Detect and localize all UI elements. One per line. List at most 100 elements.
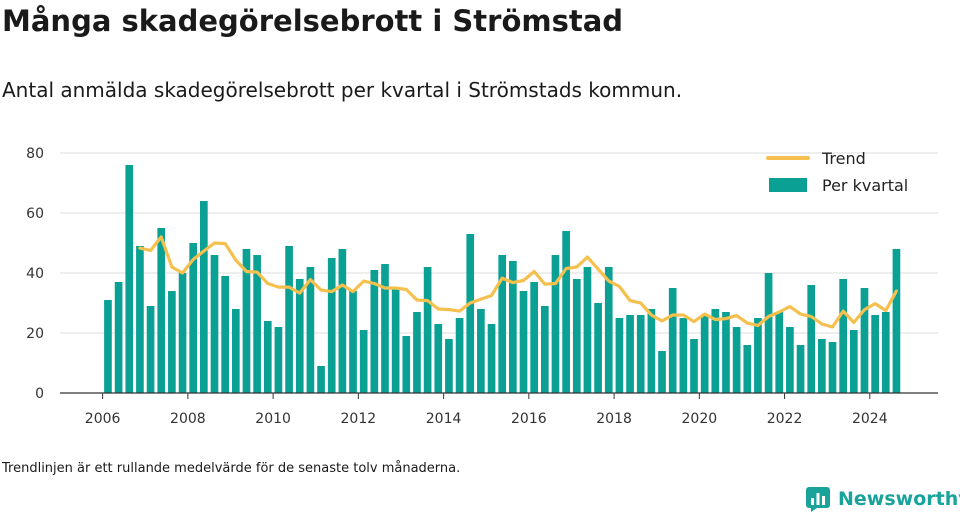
bar	[818, 339, 826, 393]
bar	[807, 285, 816, 393]
bar	[391, 288, 400, 393]
bar	[434, 324, 443, 393]
bar	[381, 264, 389, 393]
bar	[722, 312, 730, 393]
chart-title: Många skadegörelsebrott i Strömstad	[2, 4, 624, 38]
bar	[540, 306, 549, 393]
bar	[413, 312, 421, 393]
bar	[775, 312, 784, 393]
bar	[477, 309, 485, 393]
bar	[711, 309, 720, 393]
bar	[519, 291, 528, 393]
bar	[892, 249, 901, 393]
bar	[498, 255, 507, 393]
bar	[423, 267, 432, 393]
footnote: Trendlinjen är ett rullande medelvärde f…	[2, 461, 461, 476]
axes: 0 20 40 60 80 2006 2008 2010 2012 2014 2016 2018 202…	[26, 146, 938, 427]
bar	[466, 234, 475, 393]
bar	[136, 246, 144, 393]
x-tick-label: 2006	[85, 411, 121, 427]
bar	[178, 273, 187, 393]
bar	[210, 255, 219, 393]
bar	[604, 267, 613, 393]
bar	[263, 321, 272, 393]
bar	[551, 255, 560, 393]
bar	[786, 327, 794, 393]
bar	[274, 327, 283, 393]
bar	[146, 306, 155, 393]
brand-name: Newsworthy	[838, 488, 960, 510]
bar	[200, 201, 208, 393]
bar	[168, 291, 176, 393]
legend-bars-swatch	[769, 178, 807, 192]
bar	[700, 315, 709, 393]
bar	[104, 300, 112, 393]
legend-trend-label: Trend	[821, 149, 866, 168]
bar	[327, 258, 336, 393]
bar	[764, 273, 773, 393]
brand[interactable]: Newsworthy	[805, 486, 960, 512]
x-tick-label: 2014	[426, 411, 462, 427]
bar	[626, 315, 634, 393]
bar	[231, 309, 240, 393]
x-tick-label: 2012	[341, 411, 377, 427]
bar	[679, 318, 688, 393]
bar	[306, 267, 315, 393]
bar-series	[104, 165, 901, 393]
bar	[572, 279, 581, 393]
legend-bars-label: Per kvartal	[822, 176, 908, 195]
x-tick-label: 2020	[682, 411, 718, 427]
bar	[359, 330, 368, 393]
chart: 0 20 40 60 80 2006 2008 2010 2012 2014 2016 2018 202…	[26, 146, 938, 427]
bar	[295, 279, 304, 393]
bar	[849, 330, 858, 393]
bar	[881, 312, 890, 393]
y-tick-label: 40	[26, 266, 44, 282]
bar	[839, 279, 848, 393]
x-tick-label: 2022	[767, 411, 803, 427]
trend-line	[138, 235, 899, 329]
bar	[338, 249, 347, 393]
y-tick-label: 0	[35, 386, 44, 402]
bar	[743, 345, 752, 393]
bar	[828, 342, 837, 393]
bar	[594, 303, 602, 393]
bar	[647, 309, 656, 393]
bar	[690, 339, 698, 393]
bar	[253, 255, 261, 393]
x-tick-label: 2018	[596, 411, 632, 427]
bar	[455, 318, 464, 393]
newsworthy-logo-icon	[806, 487, 830, 512]
bar	[125, 165, 134, 393]
bar	[509, 261, 517, 393]
bar	[317, 366, 325, 393]
bar	[242, 249, 251, 393]
bar	[349, 291, 357, 393]
y-tick-label: 20	[26, 326, 44, 342]
bar	[796, 345, 805, 393]
bar	[402, 336, 411, 393]
legend: Trend Per kvartal	[766, 149, 908, 195]
y-tick-label: 60	[26, 206, 44, 222]
bar	[189, 243, 198, 393]
x-tick-label: 2010	[255, 411, 291, 427]
bar	[221, 276, 229, 393]
bar	[562, 231, 570, 393]
bar	[871, 315, 879, 393]
bar	[860, 288, 869, 393]
bar	[530, 282, 538, 393]
x-tick-label: 2016	[511, 411, 547, 427]
bar	[668, 288, 677, 393]
bar	[445, 339, 453, 393]
y-tick-label: 80	[26, 146, 44, 162]
bar	[732, 327, 741, 393]
bar	[583, 267, 592, 393]
bar	[487, 324, 496, 393]
bar	[658, 351, 666, 393]
bar	[370, 270, 379, 393]
bar	[114, 282, 123, 393]
trend-series	[138, 235, 899, 329]
bar	[285, 246, 293, 393]
bar	[636, 315, 645, 393]
x-tick-label: 2024	[852, 411, 888, 427]
